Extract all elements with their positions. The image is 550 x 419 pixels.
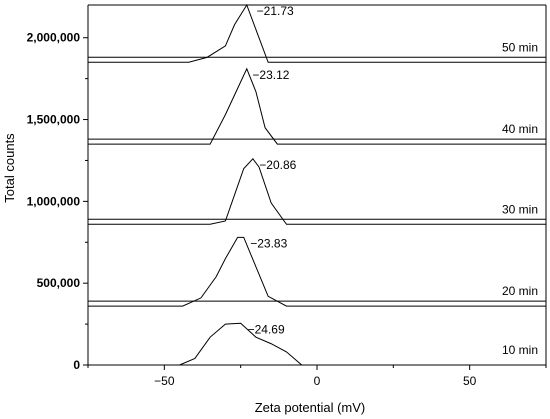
x-tick-label: 0 — [314, 374, 321, 388]
plot-frame — [88, 4, 547, 365]
y-tick-label: 1,000,000 — [27, 194, 81, 208]
axes-layer: −50 0 50 0 500,000 1,000,000 1,500,000 2,000,00… — [27, 5, 547, 388]
peak-label: −21.73 — [257, 4, 294, 18]
series-line — [88, 67, 546, 145]
series-5: −21.73 50 min — [88, 3, 546, 63]
peak-label: −23.12 — [252, 68, 289, 82]
series-3: −20.86 30 min — [88, 158, 546, 225]
y-tick-label: 2,000,000 — [27, 31, 81, 45]
series-1: −24.69 10 min — [88, 322, 546, 366]
x-tick-label: −50 — [154, 374, 175, 388]
series-label: 30 min — [502, 202, 538, 216]
series-line — [88, 322, 546, 366]
series-4: −23.12 40 min — [88, 67, 546, 145]
series-layer: −24.69 10 min −23.83 20 min −20.86 30 min −23.… — [88, 3, 546, 366]
series-label: 40 min — [502, 122, 538, 136]
series-line — [88, 236, 546, 307]
y-tick-label: 500,000 — [37, 276, 81, 290]
y-tick-label: 1,500,000 — [27, 113, 81, 127]
series-label: 50 min — [502, 40, 538, 54]
series-2: −23.83 20 min — [88, 236, 546, 307]
y-axis-title: Total counts — [2, 133, 17, 203]
x-axis-title: Zeta potential (mV) — [255, 400, 366, 415]
x-tick-label: 50 — [463, 374, 477, 388]
series-line — [88, 3, 546, 63]
series-line — [88, 158, 546, 225]
peak-label: −24.69 — [248, 322, 285, 336]
peak-label: −20.86 — [259, 158, 296, 172]
peak-label: −23.83 — [250, 236, 287, 250]
y-tick-label: 0 — [73, 358, 80, 372]
series-label: 10 min — [502, 343, 538, 357]
series-label: 20 min — [502, 284, 538, 298]
